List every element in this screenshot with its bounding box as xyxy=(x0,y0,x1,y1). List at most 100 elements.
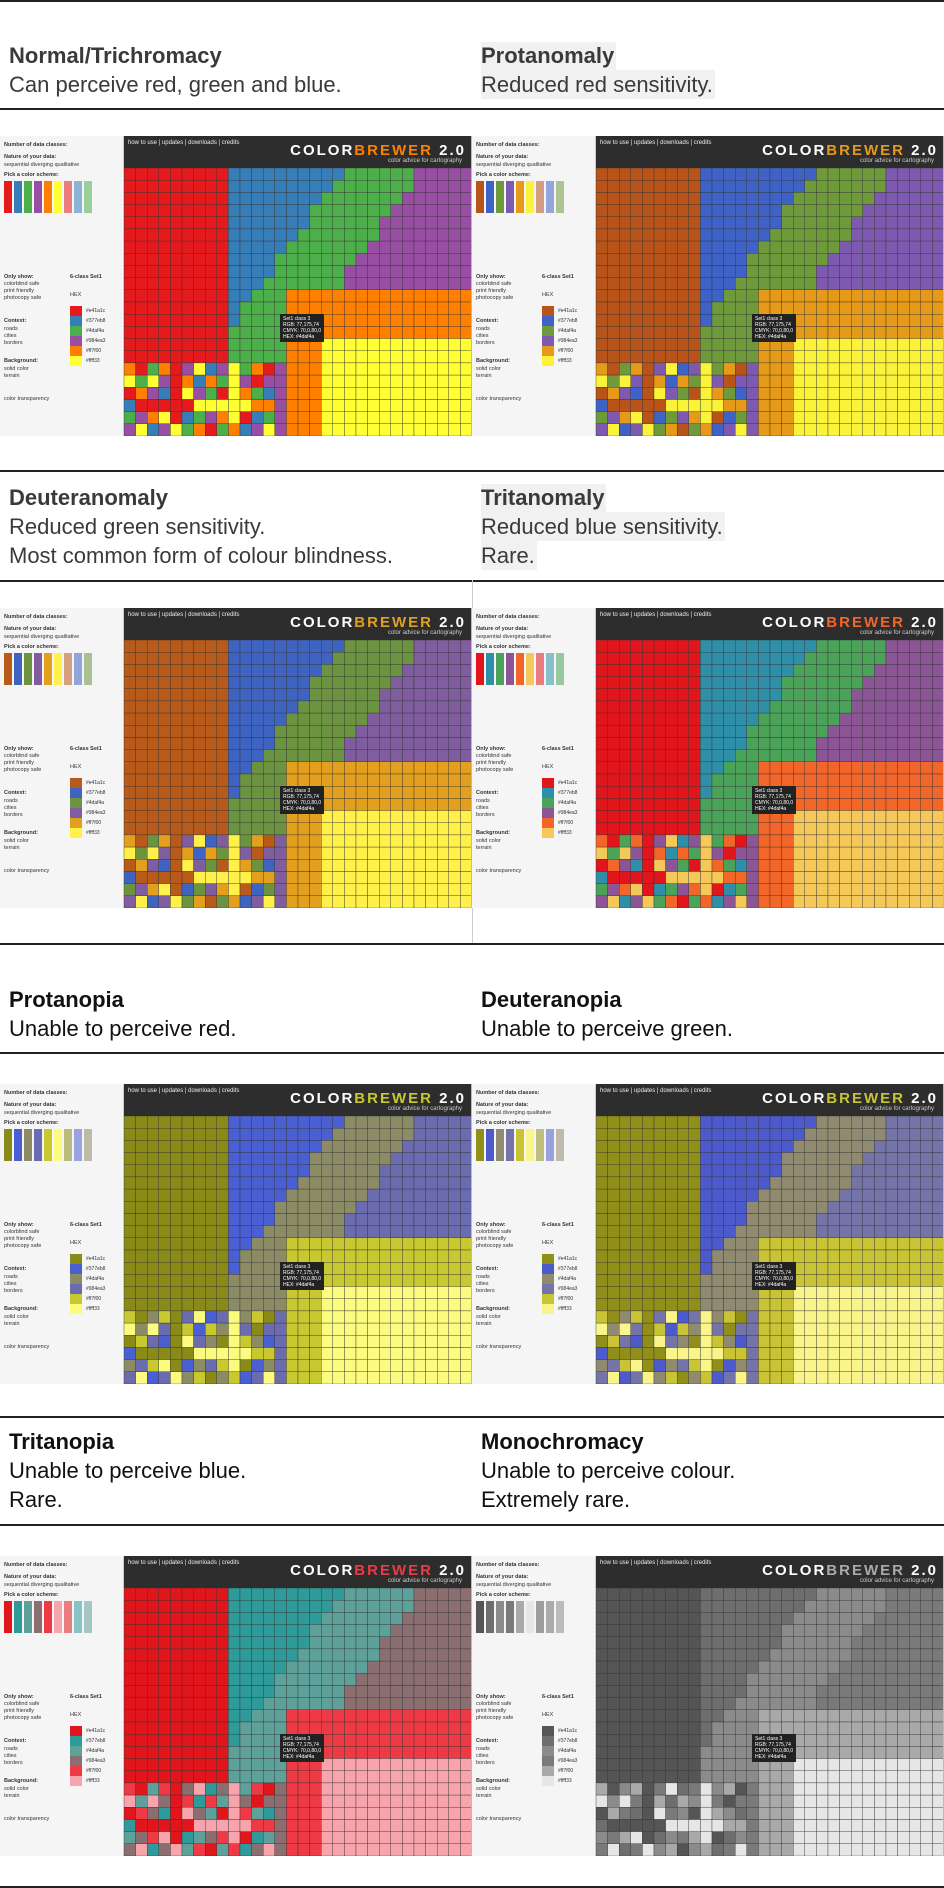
map-county xyxy=(734,423,747,436)
map-county xyxy=(711,1140,724,1153)
map-county xyxy=(804,253,817,266)
map-county xyxy=(425,1685,438,1698)
map-county xyxy=(262,1176,275,1190)
map-county xyxy=(170,374,183,388)
hex-value: #e41a1c xyxy=(558,780,578,786)
map-county xyxy=(676,1237,689,1251)
map-county xyxy=(204,1310,217,1324)
map-county xyxy=(804,1176,817,1190)
map-county xyxy=(932,871,943,884)
map-county xyxy=(839,362,852,376)
map-county xyxy=(228,1335,241,1348)
map-county xyxy=(367,1274,380,1287)
map-county xyxy=(239,338,252,351)
map-county xyxy=(297,1225,310,1238)
map-county xyxy=(711,168,724,181)
map-county xyxy=(413,810,426,823)
map-county xyxy=(413,1127,426,1141)
map-county xyxy=(147,1782,160,1796)
map-county xyxy=(734,1188,747,1202)
map-county xyxy=(460,411,471,425)
map-county xyxy=(932,664,943,677)
map-county xyxy=(147,228,160,242)
map-county xyxy=(158,737,171,750)
set-label: 6-class Set1 xyxy=(542,746,574,752)
map-county xyxy=(344,168,357,181)
map-county xyxy=(158,399,171,412)
top-nav[interactable]: how to use | updates | downloads | credi… xyxy=(600,1088,712,1094)
map-county xyxy=(746,846,759,860)
map-county xyxy=(874,688,887,702)
map-county xyxy=(402,253,415,266)
format-select[interactable]: HEX xyxy=(542,764,554,770)
map-county xyxy=(932,1188,943,1202)
map-county xyxy=(734,1237,747,1251)
map-county xyxy=(723,651,736,665)
map-county xyxy=(367,1152,380,1165)
map-county xyxy=(158,712,171,726)
top-nav[interactable]: how to use | updates | downloads | credi… xyxy=(128,1088,240,1094)
top-nav[interactable]: how to use | updates | downloads | credi… xyxy=(600,612,712,618)
map-county xyxy=(297,1685,310,1698)
map-county xyxy=(204,1359,217,1373)
format-select[interactable]: HEX xyxy=(542,1240,554,1246)
format-select[interactable]: HEX xyxy=(70,764,82,770)
nature-label: Nature of your data: xyxy=(476,154,529,160)
map-county xyxy=(734,640,747,653)
map-county xyxy=(425,301,438,315)
map-county xyxy=(874,1335,887,1348)
map-county xyxy=(124,204,136,217)
map-county xyxy=(297,1298,310,1312)
map-county xyxy=(920,399,933,412)
map-county xyxy=(885,1274,898,1287)
map-county xyxy=(320,651,333,665)
map-county xyxy=(920,179,933,193)
map-county xyxy=(378,773,391,787)
scheme-swatch xyxy=(556,653,564,685)
map-county xyxy=(734,1359,747,1373)
map-county xyxy=(239,1310,252,1324)
map-county xyxy=(158,1176,171,1190)
map-county xyxy=(124,1831,136,1845)
map-county xyxy=(932,1116,943,1129)
map-county xyxy=(596,423,608,436)
map-county xyxy=(630,1164,643,1178)
map-county xyxy=(332,350,345,364)
map-county xyxy=(862,1140,875,1153)
map-county xyxy=(909,1176,922,1190)
map-county xyxy=(239,374,252,388)
tooltip-line: HEX: #4daf4a xyxy=(755,806,787,812)
map-county xyxy=(158,168,171,181)
map-county xyxy=(390,737,403,750)
top-nav[interactable]: how to use | updates | downloads | credi… xyxy=(128,612,240,618)
map-county xyxy=(711,1310,724,1324)
top-nav[interactable]: how to use | updates | downloads | credi… xyxy=(128,1560,240,1566)
map-county xyxy=(158,362,171,376)
top-nav[interactable]: how to use | updates | downloads | credi… xyxy=(128,140,240,146)
map-county xyxy=(769,640,782,653)
map-county xyxy=(355,1225,368,1238)
map-county xyxy=(596,810,608,823)
format-select[interactable]: HEX xyxy=(70,1240,82,1246)
map-county xyxy=(460,1624,471,1637)
map-county xyxy=(897,725,910,738)
map-county xyxy=(147,1274,160,1287)
format-select[interactable]: HEX xyxy=(70,1712,82,1718)
num-classes-label: Number of data classes: xyxy=(4,1562,68,1568)
pick-scheme-label: Pick a color scheme: xyxy=(4,644,59,650)
format-select[interactable]: HEX xyxy=(542,292,554,298)
hex-value: #4daf4a xyxy=(558,1276,577,1282)
format-select[interactable]: HEX xyxy=(70,292,82,298)
map-county xyxy=(816,859,829,872)
map-county xyxy=(193,228,206,242)
map-county xyxy=(193,1140,206,1153)
map-county xyxy=(402,387,415,400)
map-county xyxy=(734,228,747,242)
map-county xyxy=(437,749,450,762)
map-county xyxy=(239,1782,252,1796)
map-county xyxy=(839,192,852,205)
map-county xyxy=(216,859,229,872)
map-county xyxy=(700,1164,713,1178)
top-nav[interactable]: how to use | updates | downloads | credi… xyxy=(600,140,712,146)
map-county xyxy=(734,895,747,908)
